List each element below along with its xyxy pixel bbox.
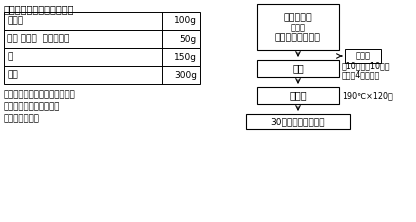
Text: 撹拌を4回繰返す: 撹拌を4回繰返す (342, 70, 380, 79)
Bar (246, 114, 350, 129)
Text: エビ：大正エビ（冷凍）: エビ：大正エビ（冷凍） (4, 102, 60, 111)
Text: 揚げ油：菜種油: 揚げ油：菜種油 (4, 114, 40, 123)
Text: 撹拌: 撹拌 (292, 63, 304, 73)
Text: 全卵 または  マヨネーズ: 全卵 または マヨネーズ (7, 34, 69, 44)
Text: 150g: 150g (174, 52, 197, 61)
Bar (4, 66, 200, 84)
Text: 左10回・右10回の: 左10回・右10回の (342, 61, 391, 70)
Text: 300g: 300g (174, 71, 197, 79)
Bar (4, 48, 200, 66)
Text: 30分間放冷後　測定: 30分間放冷後 測定 (271, 117, 325, 126)
Text: 190℃×120秒: 190℃×120秒 (342, 91, 393, 100)
Text: 水: 水 (7, 52, 12, 61)
Bar (345, 49, 381, 63)
Text: 100g: 100g (174, 16, 197, 26)
Text: 50g: 50g (180, 34, 197, 44)
Text: 全卵・清水: 全卵・清水 (284, 13, 312, 22)
Bar (4, 12, 200, 30)
Text: または: または (290, 23, 305, 32)
Bar (257, 4, 339, 50)
Text: 薄力粉: 薄力粉 (7, 16, 23, 26)
Text: 薄力粉: 薄力粉 (356, 52, 371, 61)
Text: マヨネーズ・清水: マヨネーズ・清水 (275, 33, 321, 42)
Text: 揚げる: 揚げる (289, 91, 307, 101)
Text: 表１．バッターの基本配合: 表１．バッターの基本配合 (4, 4, 74, 14)
Text: マヨネーズ：卵黄型マヨネーズ: マヨネーズ：卵黄型マヨネーズ (4, 90, 76, 99)
Bar (257, 87, 339, 104)
Bar (257, 60, 339, 77)
Text: 合計: 合計 (7, 71, 18, 79)
Bar (4, 30, 200, 48)
